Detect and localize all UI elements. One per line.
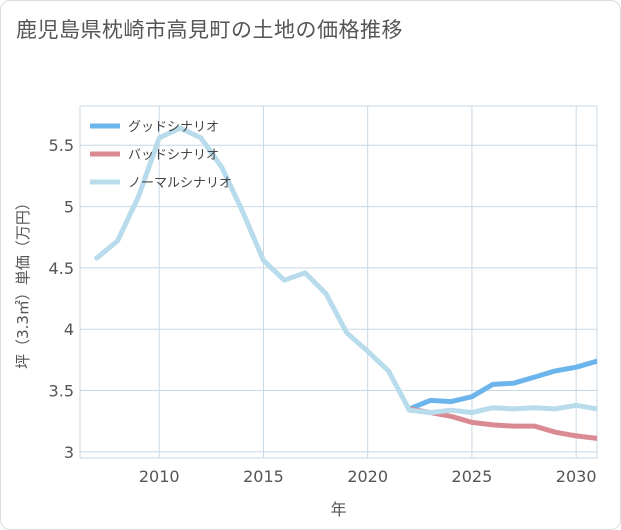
- legend-label: グッドシナリオ: [128, 120, 219, 135]
- x-axis-label: 年: [330, 500, 346, 519]
- grid-lines: [79, 105, 598, 459]
- series-line-2: [406, 406, 597, 441]
- x-tick-label: 2025: [452, 467, 493, 486]
- y-tick-label: 5.5: [49, 136, 74, 155]
- x-tick-label: 2030: [556, 467, 597, 486]
- y-tick-label: 3: [64, 443, 74, 462]
- legend-label: ノーマルシナリオ: [128, 176, 232, 191]
- x-tick-label: 2020: [347, 467, 388, 486]
- y-tick-label: 5: [64, 198, 74, 217]
- legend-label: バッドシナリオ: [128, 148, 219, 163]
- chart-title: 鹿児島県枕崎市高見町の土地の価格推移: [16, 18, 403, 42]
- series-line-1: [406, 358, 597, 412]
- plot-area: [79, 105, 598, 459]
- x-tick-label: 2015: [243, 467, 284, 486]
- y-tick-label: 4: [64, 320, 74, 339]
- series-line-3: [94, 125, 597, 416]
- axes: 2010 2015 2020 2025 2030 3 3.5 4 4.5 5 5.5 年 坪（3.3㎡）…: [14, 136, 597, 519]
- y-axis-label: 坪（3.3㎡）単価（万円）: [14, 195, 32, 369]
- x-tick-label: 2010: [139, 467, 180, 486]
- y-tick-label: 4.5: [49, 259, 74, 278]
- series-lines: [94, 125, 597, 441]
- y-tick-label: 3.5: [49, 382, 74, 401]
